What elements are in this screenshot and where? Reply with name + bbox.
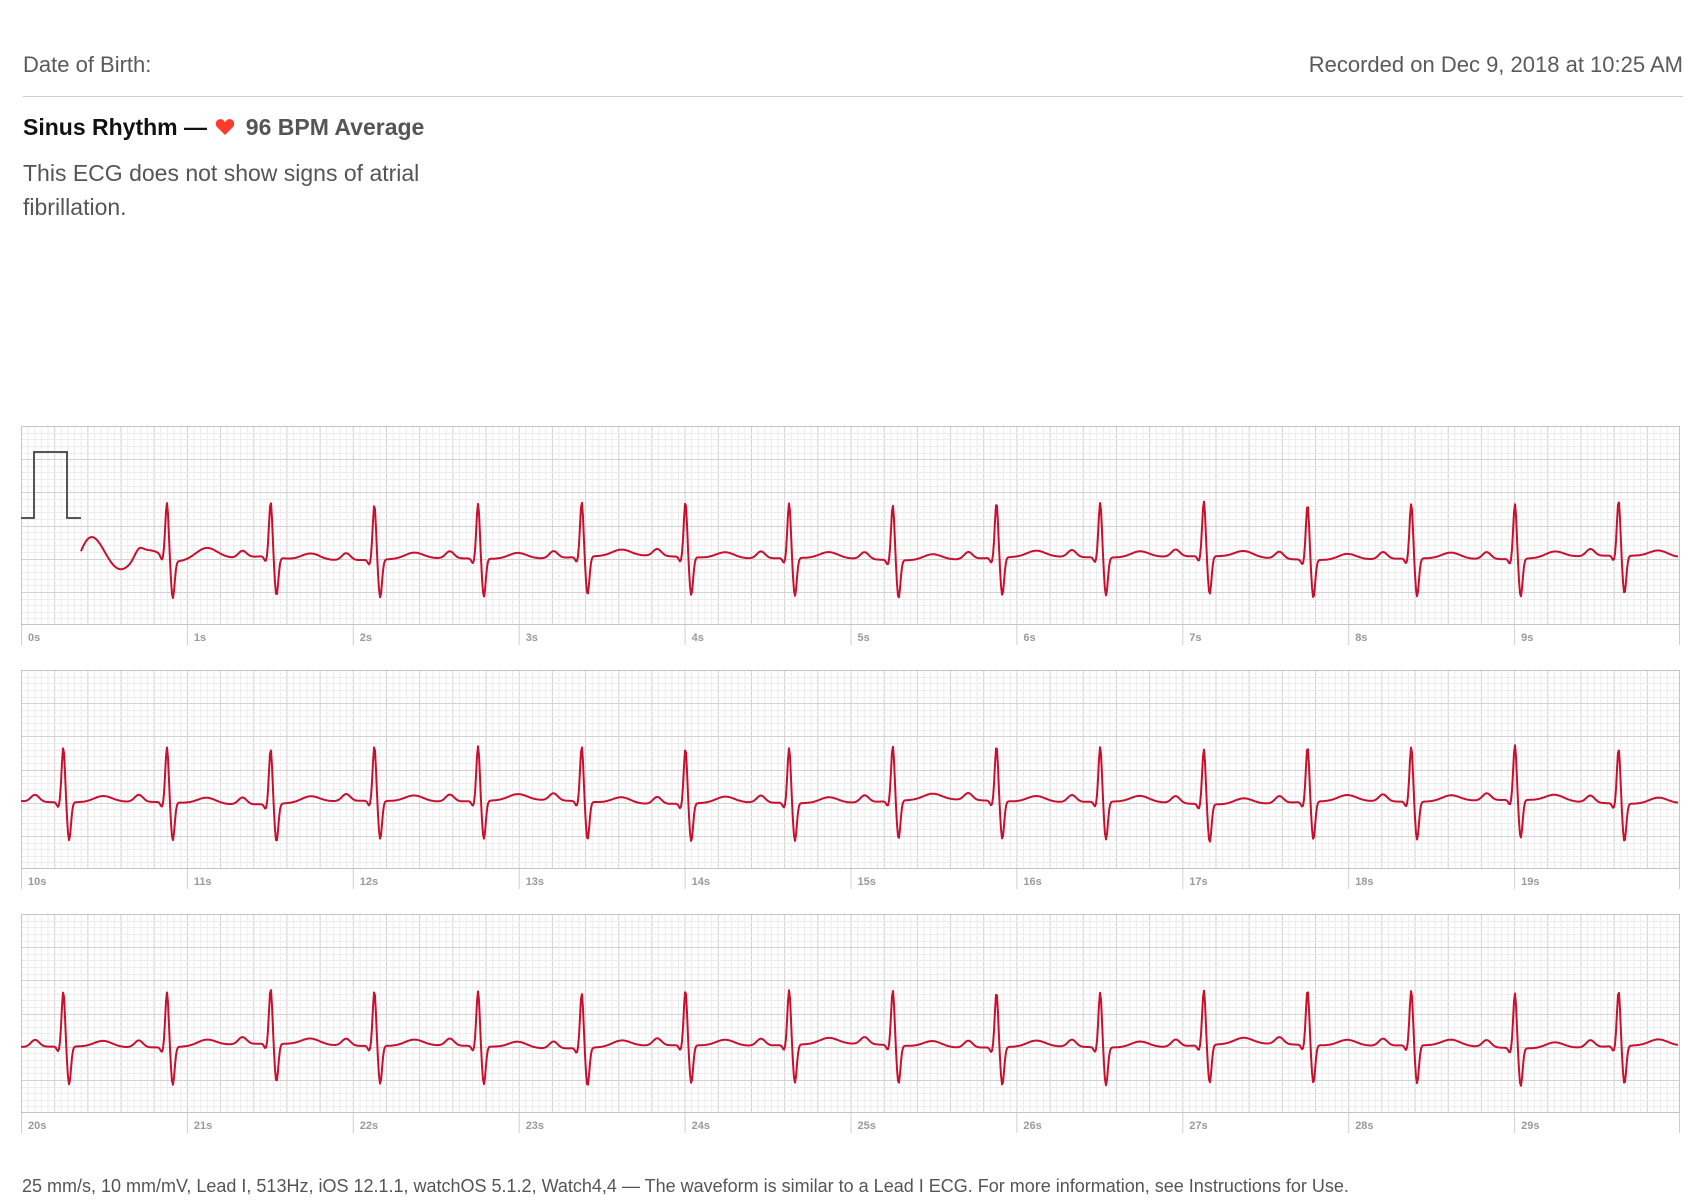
ecg-description: This ECG does not show signs of atrial f… bbox=[23, 160, 420, 220]
heart-icon bbox=[216, 119, 235, 135]
average-bpm: 96 BPM Average bbox=[245, 114, 425, 140]
time-label: 17s bbox=[1189, 876, 1207, 888]
time-label: 5s bbox=[858, 632, 870, 644]
recording-footer: 25 mm/s, 10 mm/mV, Lead I, 513Hz, iOS 12… bbox=[22, 1176, 1349, 1196]
ecg-strip-2: 10s 11s 12s 13s 14s 15s 16s 17s 18s 19s bbox=[21, 670, 1680, 890]
ecg-strip-3-svg: 20s 21s 22s 23s 24s 25s 26s 27s 28s 29s bbox=[21, 914, 1680, 1133]
time-label: 27s bbox=[1189, 1120, 1207, 1132]
ecg-trace bbox=[21, 989, 1679, 1087]
time-label: 24s bbox=[692, 1120, 710, 1132]
time-label: 14s bbox=[692, 876, 710, 888]
time-label: 6s bbox=[1023, 632, 1035, 644]
ecg-trace bbox=[80, 500, 1679, 599]
time-label: 4s bbox=[692, 632, 704, 644]
time-label: 19s bbox=[1521, 876, 1539, 888]
ecg-strip-1-svg: 0s 1s 2s 3s 4s 5s 6s 7s 8s 9s bbox=[21, 426, 1680, 645]
recorded-timestamp: Recorded on Dec 9, 2018 at 10:25 AM bbox=[1308, 52, 1683, 77]
time-label: 15s bbox=[858, 876, 876, 888]
time-label: 25s bbox=[858, 1120, 876, 1132]
calibration-pulse bbox=[21, 451, 81, 519]
ecg-strip-3: 20s 21s 22s 23s 24s 25s 26s 27s 28s 29s bbox=[21, 914, 1680, 1134]
time-label: 10s bbox=[28, 876, 46, 888]
time-label: 12s bbox=[360, 876, 378, 888]
time-label: 2s bbox=[360, 632, 372, 644]
time-label: 28s bbox=[1355, 1120, 1373, 1132]
time-label: 21s bbox=[194, 1120, 212, 1132]
time-label: 29s bbox=[1521, 1120, 1539, 1132]
ecg-grid bbox=[21, 914, 1680, 1113]
rhythm-summary: Sinus Rhythm — 96 BPM Average bbox=[23, 114, 424, 141]
time-label: 16s bbox=[1023, 876, 1041, 888]
time-label: 1s bbox=[194, 632, 206, 644]
time-label: 22s bbox=[360, 1120, 378, 1132]
report-header: Date of Birth: Recorded on Dec 9, 2018 a… bbox=[23, 50, 1683, 97]
date-of-birth-label: Date of Birth: bbox=[23, 52, 152, 77]
time-label: 26s bbox=[1023, 1120, 1041, 1132]
time-label: 7s bbox=[1189, 632, 1201, 644]
rhythm-classification: Sinus Rhythm — bbox=[23, 114, 208, 140]
ecg-strip-1: 0s 1s 2s 3s 4s 5s 6s 7s 8s 9s bbox=[21, 426, 1680, 646]
ecg-strip-2-svg: 10s 11s 12s 13s 14s 15s 16s 17s 18s 19s bbox=[21, 670, 1680, 889]
time-label: 9s bbox=[1521, 632, 1533, 644]
time-label: 0s bbox=[28, 632, 40, 644]
time-label: 3s bbox=[526, 632, 538, 644]
ecg-trace bbox=[21, 744, 1679, 843]
time-label: 8s bbox=[1355, 632, 1367, 644]
time-label: 18s bbox=[1355, 876, 1373, 888]
time-label: 11s bbox=[194, 876, 212, 888]
time-label: 23s bbox=[526, 1120, 544, 1132]
time-label: 20s bbox=[28, 1120, 46, 1132]
time-label: 13s bbox=[526, 876, 544, 888]
